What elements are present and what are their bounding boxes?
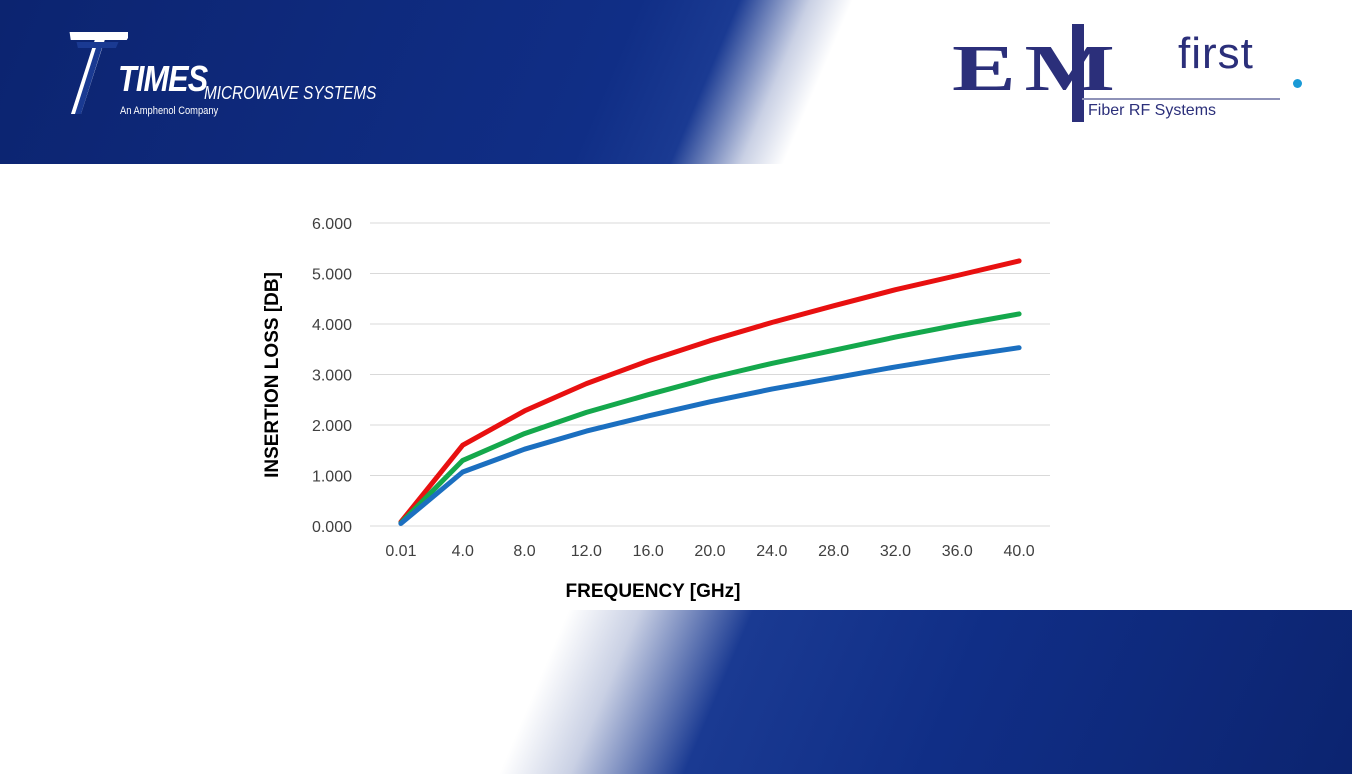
em-first-text: first xyxy=(1178,29,1254,78)
em-tagline: Fiber RF Systems xyxy=(1088,102,1217,119)
x-tick-label: 16.0 xyxy=(633,543,664,560)
em-dot-icon xyxy=(1293,79,1302,88)
x-tick-label: 4.0 xyxy=(452,543,474,560)
y-tick-label: 4.000 xyxy=(312,317,352,334)
header-band xyxy=(0,0,1352,164)
x-tick-label: 36.0 xyxy=(942,543,973,560)
x-tick-label: 28.0 xyxy=(818,543,849,560)
times-microwave-logo: TIMES MICROWAVE SYSTEMS An Amphenol Comp… xyxy=(68,28,398,123)
times-tagline: An Amphenol Company xyxy=(120,105,219,117)
footer-band xyxy=(0,610,1352,774)
x-tick-label: 20.0 xyxy=(694,543,725,560)
em-letters: EM xyxy=(952,32,1124,105)
y-tick-label: 5.000 xyxy=(312,267,352,284)
emfirst-logo: EM first Fiber RF Systems xyxy=(948,18,1308,128)
y-tick-label: 1.000 xyxy=(312,469,352,486)
x-tick-label: 24.0 xyxy=(756,543,787,560)
y-tick-label: 2.000 xyxy=(312,418,352,435)
x-tick-label: 32.0 xyxy=(880,543,911,560)
times-t-icon xyxy=(69,32,128,114)
x-tick-label: 40.0 xyxy=(1004,543,1035,560)
times-subtitle: MICROWAVE SYSTEMS xyxy=(204,83,377,103)
y-tick-label: 0.000 xyxy=(312,519,352,536)
y-tick-label: 3.000 xyxy=(312,368,352,385)
em-underline xyxy=(1082,98,1280,100)
x-axis-label: FREQUENCY [GHz] xyxy=(565,581,741,602)
y-axis-label: INSERTION LOSS [DB] xyxy=(262,272,283,478)
x-tick-label: 12.0 xyxy=(571,543,602,560)
x-tick-label: 8.0 xyxy=(513,543,535,560)
times-wordmark: TIMES xyxy=(118,58,208,99)
y-tick-label: 6.000 xyxy=(312,216,352,233)
series-line-1 xyxy=(398,258,1022,525)
x-tick-label: 0.01 xyxy=(385,543,416,560)
em-divider-bar xyxy=(1072,24,1084,122)
series-line-2 xyxy=(398,311,1022,526)
